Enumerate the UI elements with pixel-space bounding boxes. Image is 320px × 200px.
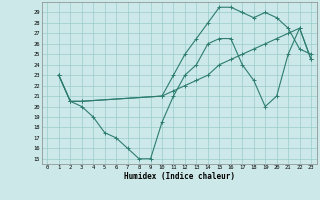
X-axis label: Humidex (Indice chaleur): Humidex (Indice chaleur) <box>124 172 235 181</box>
